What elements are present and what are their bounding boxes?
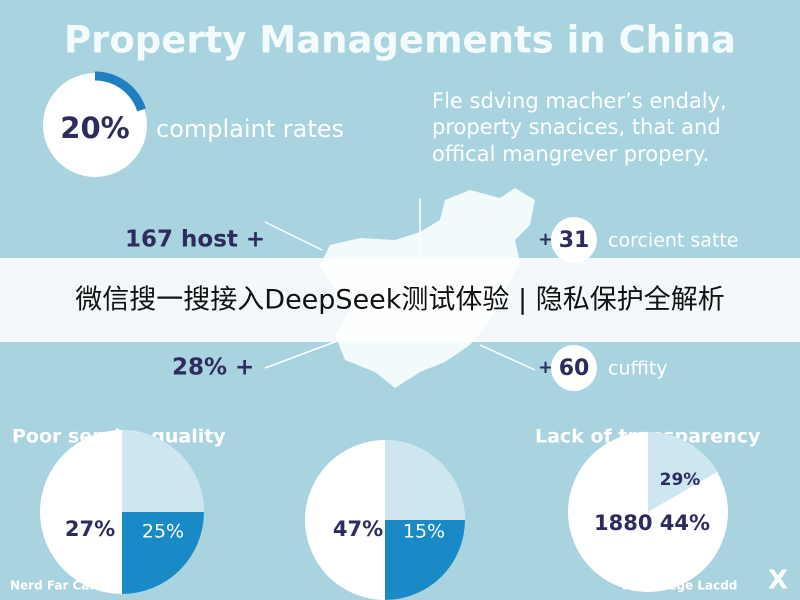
pie-slice [385, 520, 465, 600]
pie-slice [385, 440, 465, 520]
intro-label: complaint rates [156, 115, 344, 143]
left-stat: 167 host + [125, 227, 265, 253]
intro-stat: 20% [60, 111, 129, 145]
donut [43, 73, 147, 177]
description-line: Fle sdving macher’s endaly, [432, 89, 727, 113]
description-line: property snacices, that and [432, 115, 721, 139]
right-stat-prefix: + [538, 357, 553, 378]
right-stat-prefix: + [538, 229, 553, 250]
right-stat-label: cuffity [608, 358, 668, 380]
stat-badge [551, 345, 597, 391]
connector [264, 339, 341, 369]
stat-badge [551, 217, 597, 263]
footer-left: Nerd Far Carity [10, 579, 113, 593]
title: Property Managements in China [64, 19, 736, 62]
left-stat: 28% + [172, 355, 254, 381]
right-stat-number: 60 [559, 356, 590, 381]
pie-slice [122, 430, 204, 512]
pie-slice [648, 432, 717, 512]
banner [0, 258, 800, 342]
pie-slice [122, 512, 204, 594]
pie-label: 1880 44% [594, 511, 710, 535]
description-line: offical mangrever propery. [432, 142, 709, 166]
connector [479, 344, 536, 371]
connector [264, 221, 323, 251]
right-stat-number: 31 [559, 228, 590, 253]
banner-text: 微信搜一搜接入DeepSeek测试体验 | 隐私保护全解析 [75, 285, 724, 316]
pie-label: 47% [333, 517, 383, 541]
right-stat-label: corcient satte [608, 230, 739, 252]
footer-icon: X [768, 566, 788, 596]
pie-label: 29% [660, 470, 701, 490]
pie-label: 15% [403, 521, 445, 543]
pie-label: 25% [142, 521, 184, 543]
footer-right: Flst Ceege Lacdd [622, 579, 737, 593]
pie-label: 27% [65, 517, 115, 541]
donut-arc [94, 71, 146, 112]
